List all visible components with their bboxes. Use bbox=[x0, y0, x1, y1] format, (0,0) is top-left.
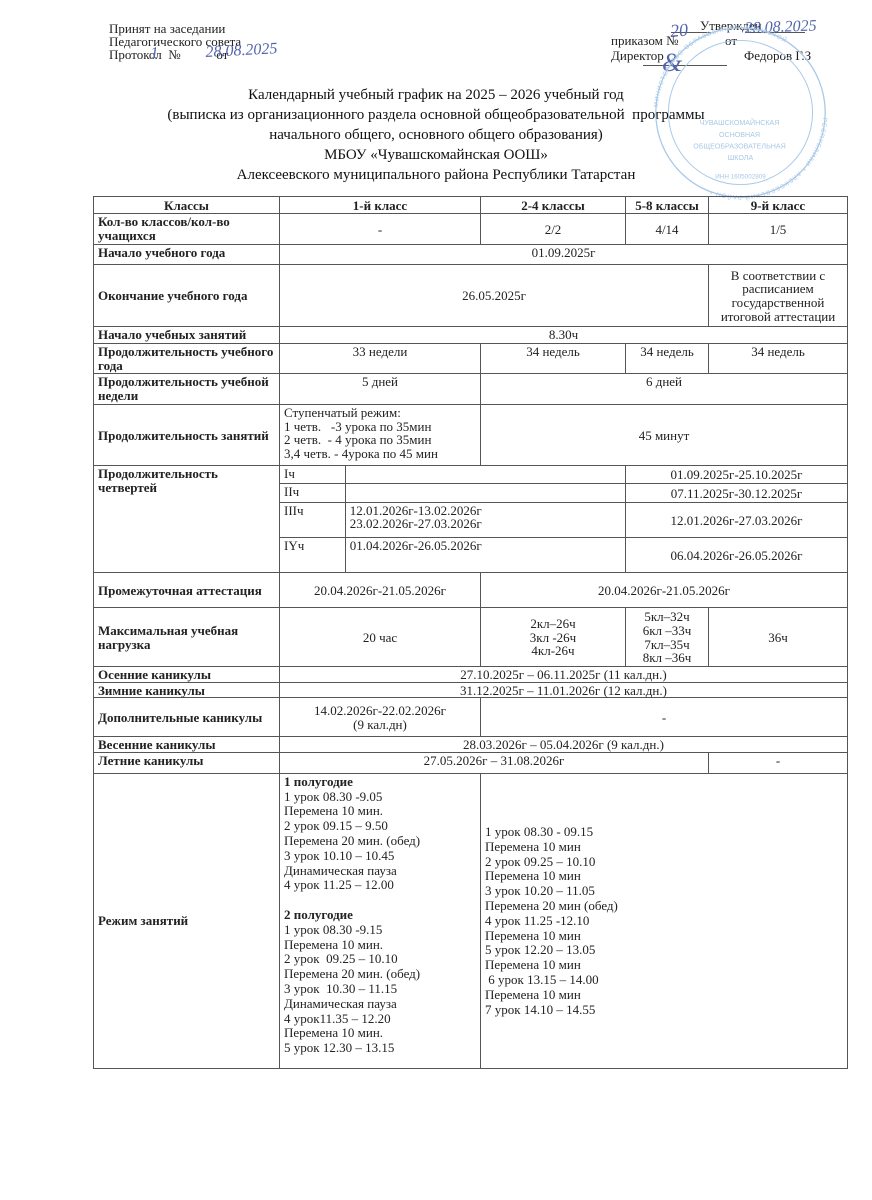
svg-text:МИНИСТЕРСТВО ОБРАЗОВАНИЯ ЧУВАШ: МИНИСТЕРСТВО ОБРАЗОВАНИЯ ЧУВАШСКОЙ bbox=[653, 25, 789, 108]
svg-text:ИНН 1605002809: ИНН 1605002809 bbox=[715, 174, 766, 181]
svg-text:ЧУВАШСКОМАЙНСКАЯ ОСНОВНА: ЧУВАШСКОМАЙНСКАЯ ОСНОВНАЯ ОБЩЕОБРАЗОВАТЕ… bbox=[693, 118, 787, 162]
